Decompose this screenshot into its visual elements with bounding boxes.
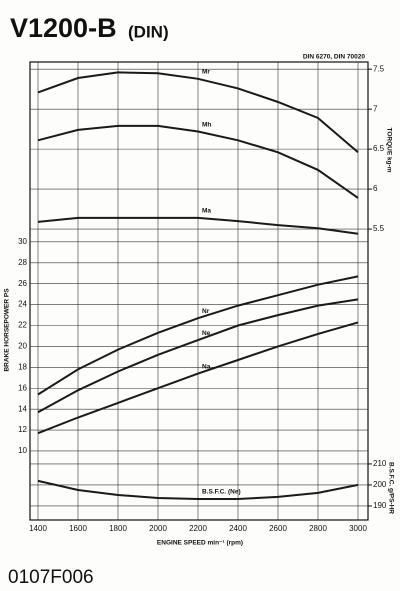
y2-tick-label: 7: [373, 104, 378, 113]
x-tick-label: 2600: [269, 524, 287, 533]
x-tick-label: 2800: [309, 524, 327, 533]
x-tick-label: 3000: [349, 524, 367, 533]
y-tick-label: 30: [18, 237, 27, 246]
curve-label: Mh: [202, 121, 211, 128]
y-tick-label: 22: [18, 321, 27, 330]
x-tick-label: 2000: [149, 524, 167, 533]
curve: [37, 298, 359, 414]
curve-label: Ma: [202, 208, 211, 215]
plot-frame: [29, 61, 369, 521]
curve: [37, 321, 359, 435]
y-tick-label: 14: [18, 404, 27, 413]
x-tick-label: 1600: [69, 524, 87, 533]
y3-axis-label: B.S.F.C. g/PS-HR: [387, 462, 394, 514]
curve: [37, 216, 359, 235]
curve: [37, 71, 359, 154]
y2-tick-label: 7.5: [373, 64, 385, 73]
y-tick-label: 24: [18, 300, 27, 309]
chart-subtitle: (DIN): [128, 22, 169, 41]
y3-tick-label: 190: [373, 501, 387, 510]
curve-label: Nr: [202, 308, 210, 315]
y-tick-label: 16: [18, 383, 27, 392]
y2-tick-label: 6.5: [373, 144, 385, 153]
curve: [37, 124, 359, 199]
curve-label: Mr: [202, 69, 210, 76]
y3-tick-label: 210: [373, 459, 387, 468]
y-tick-label: 12: [18, 425, 27, 434]
x-tick-label: 2200: [189, 524, 207, 533]
y-axis-label: BRAKE HORSEPOWER PS: [4, 288, 11, 372]
x-tick-label: 1400: [29, 524, 47, 533]
x-tick-label: 2400: [229, 524, 247, 533]
curve-label: Na: [202, 363, 211, 370]
y2-axis-label: TORQUE kg-m: [385, 127, 392, 172]
y2-tick-label: 5.5: [373, 224, 385, 233]
y-tick-label: 20: [18, 342, 27, 351]
curve: [37, 275, 359, 396]
x-axis-label: ENGINE SPEED min⁻¹ (rpm): [157, 540, 243, 547]
y-tick-label: 18: [18, 362, 27, 371]
x-tick-label: 1800: [109, 524, 127, 533]
y-tick-label: 26: [18, 279, 27, 288]
y-tick-label: 10: [18, 446, 27, 455]
y3-tick-label: 200: [373, 480, 387, 489]
chart-title: V1200-B: [10, 13, 117, 43]
y-tick-label: 28: [18, 258, 27, 267]
annotation: DIN 6270, DIN 70020: [303, 54, 366, 61]
curve-label: Ne: [202, 330, 211, 337]
curve: [37, 479, 359, 500]
y2-tick-label: 6: [373, 184, 378, 193]
curve-label: B.S.F.C. (Ne): [202, 489, 241, 496]
footer-code: 0107F006: [8, 567, 94, 588]
